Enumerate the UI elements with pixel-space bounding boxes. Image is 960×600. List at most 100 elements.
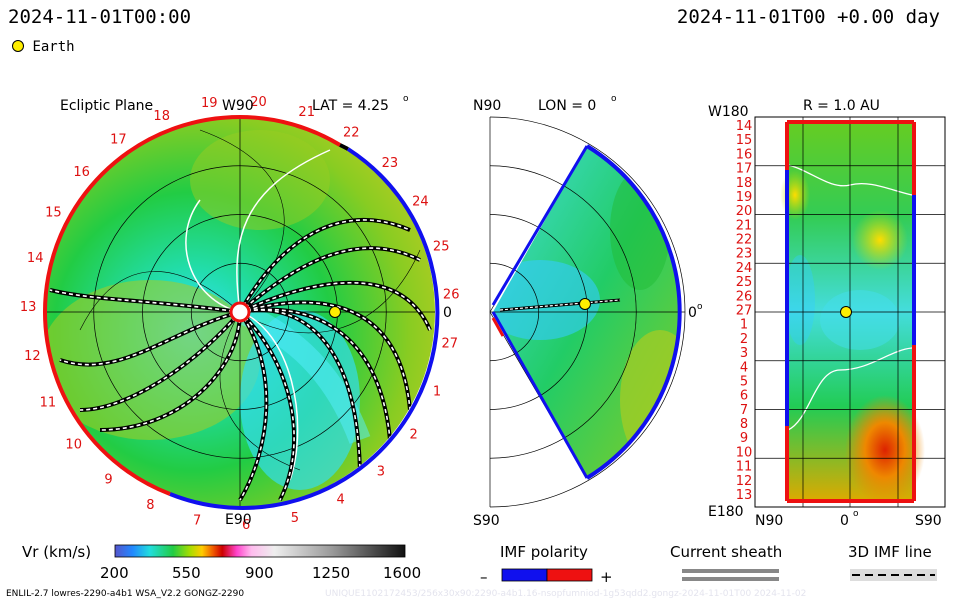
- carrington-label: 15: [45, 205, 62, 220]
- radial-r-label: R = 1.0 AU: [803, 98, 880, 114]
- carrington-label: 16: [73, 165, 90, 180]
- radial-y-tick: 10: [736, 445, 753, 460]
- radial-degree-mark: o: [853, 509, 859, 519]
- carrington-label: 3: [377, 464, 385, 479]
- radial-y-tick: 6: [740, 389, 748, 404]
- colorbar-tick-550: 550: [172, 564, 201, 582]
- radial-x-tick-s90: S90: [915, 513, 942, 529]
- carrington-label: 20: [250, 95, 267, 110]
- current-sheath-swatch-bottom: [682, 577, 779, 581]
- carrington-label: 27: [442, 337, 459, 352]
- colorbar-tick-200: 200: [100, 564, 129, 582]
- carrington-label: 8: [146, 498, 154, 513]
- earth-marker-ecliptic: [329, 306, 341, 318]
- carrington-label: 26: [443, 288, 460, 303]
- current-sheath-title: Current sheath: [670, 543, 782, 561]
- ecliptic-title: Ecliptic Plane: [60, 98, 153, 114]
- imf-polarity-negative-swatch: [501, 568, 548, 582]
- radial-x-tick-0: 0: [840, 513, 849, 529]
- sun-icon: [229, 301, 251, 323]
- radial-y-tick: 16: [736, 147, 753, 162]
- radial-y-tick: 22: [736, 233, 753, 248]
- lat-degree-mark: o: [403, 94, 409, 104]
- carrington-label: 11: [40, 396, 57, 411]
- carrington-label: 12: [24, 349, 41, 364]
- imf-polarity-positive-swatch: [546, 568, 593, 582]
- footer-left: ENLIL-2.7 lowres-2290-a4b1 WSA_V2.2 GONG…: [6, 589, 244, 599]
- radial-y-tick: 4: [740, 360, 748, 375]
- radial-y-tick: 27: [736, 304, 753, 319]
- carrington-label: 10: [65, 438, 82, 453]
- carrington-label: 23: [382, 156, 399, 171]
- current-sheath-swatch-top: [682, 569, 779, 573]
- carrington-label: 9: [104, 472, 112, 487]
- carrington-label: 18: [153, 109, 170, 124]
- earth-marker-icon: [12, 40, 24, 52]
- earth-marker-meridional: [579, 298, 591, 310]
- colorbar: [114, 544, 406, 558]
- earth-legend-label: Earth: [32, 39, 75, 55]
- ecliptic-right-label: 0: [443, 305, 452, 321]
- meridional-panel: [489, 116, 686, 508]
- carrington-label: 21: [298, 105, 315, 120]
- radial-y-tick: 3: [740, 346, 748, 361]
- radial-top-left-label: W180: [708, 104, 749, 120]
- colorbar-tick-1250: 1250: [312, 564, 350, 582]
- radial-y-tick: 26: [736, 289, 753, 304]
- colorbar-tick-1600: 1600: [383, 564, 421, 582]
- radial-y-tick: 14: [736, 119, 753, 134]
- carrington-label: 1: [433, 384, 441, 399]
- radial-y-tick: 24: [736, 261, 753, 276]
- carrington-label: 13: [20, 300, 37, 315]
- ecliptic-bottom-label: E90: [225, 512, 252, 528]
- radial-y-tick: 20: [736, 204, 753, 219]
- carrington-label: 14: [27, 251, 44, 266]
- radial-y-tick: 17: [736, 162, 753, 177]
- lon-degree-mark: o: [611, 94, 617, 104]
- carrington-label: 6: [242, 518, 250, 533]
- radial-panel: 1415161718192021222324252627123456789101…: [736, 116, 946, 508]
- carrington-label: 22: [343, 126, 360, 141]
- imf-polarity-minus: –: [480, 568, 488, 586]
- earth-legend: Earth: [12, 39, 75, 55]
- radial-y-tick: 11: [736, 460, 753, 475]
- radial-y-tick: 12: [736, 474, 753, 489]
- radial-x-tick-n90: N90: [755, 513, 783, 529]
- carrington-label: 24: [412, 195, 429, 210]
- carrington-label: 7: [193, 514, 201, 529]
- colorbar-tick-900: 900: [245, 564, 274, 582]
- radial-y-tick: 8: [740, 417, 748, 432]
- radial-y-ticks: 1415161718192021222324252627123456789101…: [736, 119, 753, 503]
- meridional-lon-label: LON = 0: [538, 98, 596, 114]
- radial-y-tick: 21: [736, 218, 753, 233]
- timestamp-right: 2024-11-01T00 +0.00 day: [676, 6, 940, 28]
- timestamp-left: 2024-11-01T00:00: [8, 6, 192, 28]
- carrington-longitude-labels: 2021222324252627123456789101112131415161…: [20, 95, 460, 533]
- radial-bottom-left-label: E180: [708, 504, 744, 520]
- meridional-degree-mark: o: [697, 302, 703, 312]
- radial-y-tick: 25: [736, 275, 753, 290]
- radial-y-tick: 13: [736, 488, 753, 503]
- carrington-label: 19: [201, 96, 218, 111]
- radial-y-tick: 18: [736, 176, 753, 191]
- meridional-top-label: N90: [473, 98, 501, 114]
- meridional-bottom-label: S90: [473, 513, 500, 529]
- footer-right: UNIQUE1102172453/256x30x90:2290-a4b1.16-…: [325, 589, 806, 599]
- carrington-label: 25: [433, 239, 450, 254]
- radial-y-tick: 1: [740, 318, 748, 333]
- ecliptic-lat-label: LAT = 4.25: [312, 98, 389, 114]
- radial-y-tick: 19: [736, 190, 753, 205]
- carrington-label: 17: [110, 132, 127, 147]
- carrington-label: 4: [336, 493, 344, 508]
- radial-y-tick: 15: [736, 133, 753, 148]
- imf-polarity-title: IMF polarity: [500, 543, 588, 561]
- radial-y-tick: 9: [740, 431, 748, 446]
- ecliptic-top-label: W90: [222, 98, 254, 114]
- carrington-label: 5: [291, 511, 299, 526]
- ecliptic-panel: 2021222324252627123456789101112131415161…: [20, 95, 460, 533]
- earth-marker-radial: [840, 306, 852, 318]
- imf-polarity-plus: +: [600, 568, 613, 586]
- radial-y-tick: 2: [740, 332, 748, 347]
- radial-y-tick: 7: [740, 403, 748, 418]
- colorbar-title: Vr (km/s): [22, 543, 91, 561]
